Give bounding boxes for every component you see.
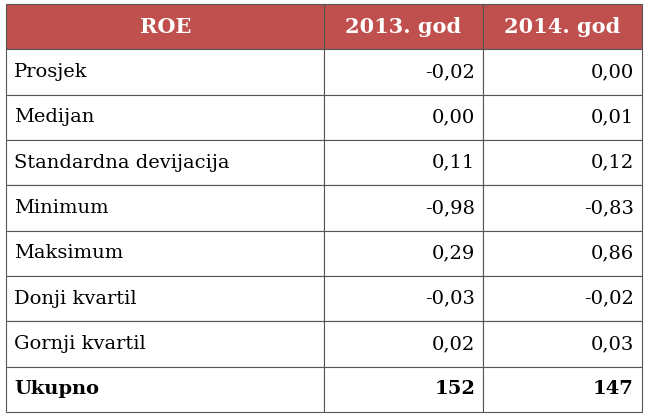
Text: Gornji kvartil: Gornji kvartil xyxy=(14,335,146,353)
Bar xyxy=(324,366,483,412)
Bar xyxy=(6,321,324,366)
Bar xyxy=(6,95,324,140)
Bar xyxy=(483,4,642,50)
Bar xyxy=(483,140,642,186)
Bar xyxy=(324,321,483,366)
Bar xyxy=(483,276,642,321)
Text: 2013. god: 2013. god xyxy=(345,17,461,37)
Bar xyxy=(483,230,642,276)
Text: 2014. god: 2014. god xyxy=(504,17,620,37)
Text: Medijan: Medijan xyxy=(14,109,95,126)
Bar xyxy=(6,230,324,276)
Bar xyxy=(483,366,642,412)
Bar xyxy=(483,321,642,366)
Text: ROE: ROE xyxy=(139,17,191,37)
Bar xyxy=(483,95,642,140)
Bar xyxy=(6,50,324,95)
Bar xyxy=(324,230,483,276)
Bar xyxy=(324,95,483,140)
Bar xyxy=(483,50,642,95)
Bar xyxy=(324,186,483,230)
Text: 0,11: 0,11 xyxy=(432,154,475,172)
Bar xyxy=(6,366,324,412)
Text: Donji kvartil: Donji kvartil xyxy=(14,290,137,307)
Text: 152: 152 xyxy=(434,380,475,398)
Text: Standardna devijacija: Standardna devijacija xyxy=(14,154,230,172)
Text: 0,01: 0,01 xyxy=(590,109,634,126)
Text: Ukupno: Ukupno xyxy=(14,380,99,398)
Text: -0,02: -0,02 xyxy=(584,290,634,307)
Text: -0,02: -0,02 xyxy=(425,63,475,81)
Text: -0,03: -0,03 xyxy=(425,290,475,307)
Bar xyxy=(6,140,324,186)
Bar xyxy=(324,276,483,321)
Text: Prosjek: Prosjek xyxy=(14,63,88,81)
Text: 147: 147 xyxy=(593,380,634,398)
Text: 0,86: 0,86 xyxy=(590,244,634,262)
Text: 0,00: 0,00 xyxy=(590,63,634,81)
Bar xyxy=(6,186,324,230)
Text: 0,29: 0,29 xyxy=(432,244,475,262)
Bar xyxy=(6,276,324,321)
Text: 0,00: 0,00 xyxy=(432,109,475,126)
Bar xyxy=(324,4,483,50)
Text: -0,83: -0,83 xyxy=(584,199,634,217)
Text: -0,98: -0,98 xyxy=(425,199,475,217)
Text: 0,02: 0,02 xyxy=(432,335,475,353)
Bar xyxy=(324,140,483,186)
Text: 0,03: 0,03 xyxy=(590,335,634,353)
Bar xyxy=(6,4,324,50)
Text: Maksimum: Maksimum xyxy=(14,244,124,262)
Text: Minimum: Minimum xyxy=(14,199,109,217)
Bar xyxy=(483,186,642,230)
Bar xyxy=(324,50,483,95)
Text: 0,12: 0,12 xyxy=(590,154,634,172)
